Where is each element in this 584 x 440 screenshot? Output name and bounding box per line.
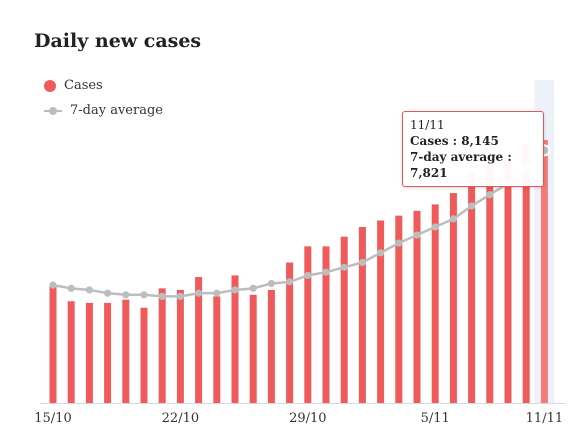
cases-bar[interactable]: [213, 296, 221, 403]
x-tick-label: 22/10: [162, 411, 199, 426]
cases-bar[interactable]: [140, 307, 148, 403]
average-point: [377, 249, 385, 257]
cases-bar[interactable]: [504, 159, 512, 403]
chart-tooltip: 11/11 Cases : 8,145 7-day average : 7,82…: [402, 111, 544, 187]
average-point: [85, 286, 93, 294]
cases-bar[interactable]: [322, 246, 330, 403]
tooltip-cases-value: 8,145: [461, 134, 499, 148]
legend-label-cases: Cases: [64, 78, 103, 93]
cases-bar[interactable]: [85, 302, 93, 403]
cases-bar[interactable]: [522, 144, 530, 403]
cases-bar[interactable]: [104, 302, 112, 403]
average-point: [158, 292, 166, 301]
x-tick-label: 15/10: [34, 411, 71, 426]
legend-item-cases[interactable]: Cases: [44, 78, 103, 93]
average-point: [322, 268, 330, 276]
average-point: [431, 223, 439, 231]
cases-bar[interactable]: [540, 139, 548, 403]
cases-bar[interactable]: [176, 289, 184, 403]
cases-bar[interactable]: [413, 210, 421, 403]
cases-bar[interactable]: [67, 301, 75, 403]
average-point: [140, 291, 148, 299]
average-point: [231, 286, 239, 294]
tooltip-avg-label: 7-day average: [410, 150, 504, 164]
cases-bar[interactable]: [304, 246, 312, 403]
average-legend-line-icon: [44, 105, 62, 117]
cases-bar[interactable]: [431, 204, 439, 403]
average-point: [395, 239, 403, 247]
cases-bar[interactable]: [267, 289, 275, 403]
average-point: [195, 289, 203, 297]
average-line: [51, 149, 546, 298]
average-point: [104, 289, 112, 297]
cases-bar[interactable]: [395, 215, 403, 403]
average-point: [122, 291, 130, 299]
average-point: [340, 263, 348, 271]
average-point: [213, 289, 221, 297]
average-point: [468, 202, 476, 210]
cases-bar[interactable]: [286, 262, 294, 403]
x-tick-label: 11/11: [526, 411, 563, 426]
cases-bar[interactable]: [158, 288, 166, 403]
cases-bar[interactable]: [468, 173, 476, 403]
average-point: [67, 284, 75, 292]
x-tick-label: 29/10: [289, 411, 326, 426]
average-point: [49, 281, 57, 289]
chart-title: Daily new cases: [34, 30, 202, 52]
cases-bar[interactable]: [340, 236, 348, 403]
average-point: [304, 271, 312, 280]
cases-bar[interactable]: [249, 294, 257, 403]
average-point: [176, 292, 184, 301]
average-point: [413, 231, 421, 239]
cases-bar[interactable]: [486, 165, 494, 403]
cases-bar[interactable]: [122, 299, 130, 403]
cases-bar[interactable]: [449, 193, 457, 403]
tooltip-avg-value: 7,821: [410, 166, 448, 180]
average-point: [486, 191, 494, 199]
tooltip-average: 7-day average : 7,821: [410, 150, 512, 180]
cases-bar[interactable]: [49, 285, 57, 403]
cases-legend-dot-icon: [44, 79, 56, 92]
tooltip-cases: Cases : 8,145: [410, 134, 499, 148]
x-tick-label: 5/11: [421, 411, 450, 426]
average-point: [358, 258, 366, 267]
legend-item-average[interactable]: 7-day average: [44, 103, 163, 118]
tooltip-cases-label: Cases: [410, 134, 449, 148]
legend-label-average: 7-day average: [70, 103, 163, 118]
average-point: [267, 279, 275, 288]
cases-bar[interactable]: [231, 275, 239, 403]
cases-bar[interactable]: [358, 226, 366, 403]
average-point: [449, 215, 457, 223]
average-point: [286, 278, 294, 286]
cases-bar[interactable]: [195, 277, 203, 403]
cases-bar[interactable]: [377, 220, 385, 403]
tooltip-date: 11/11: [410, 118, 445, 132]
average-point: [249, 284, 257, 292]
